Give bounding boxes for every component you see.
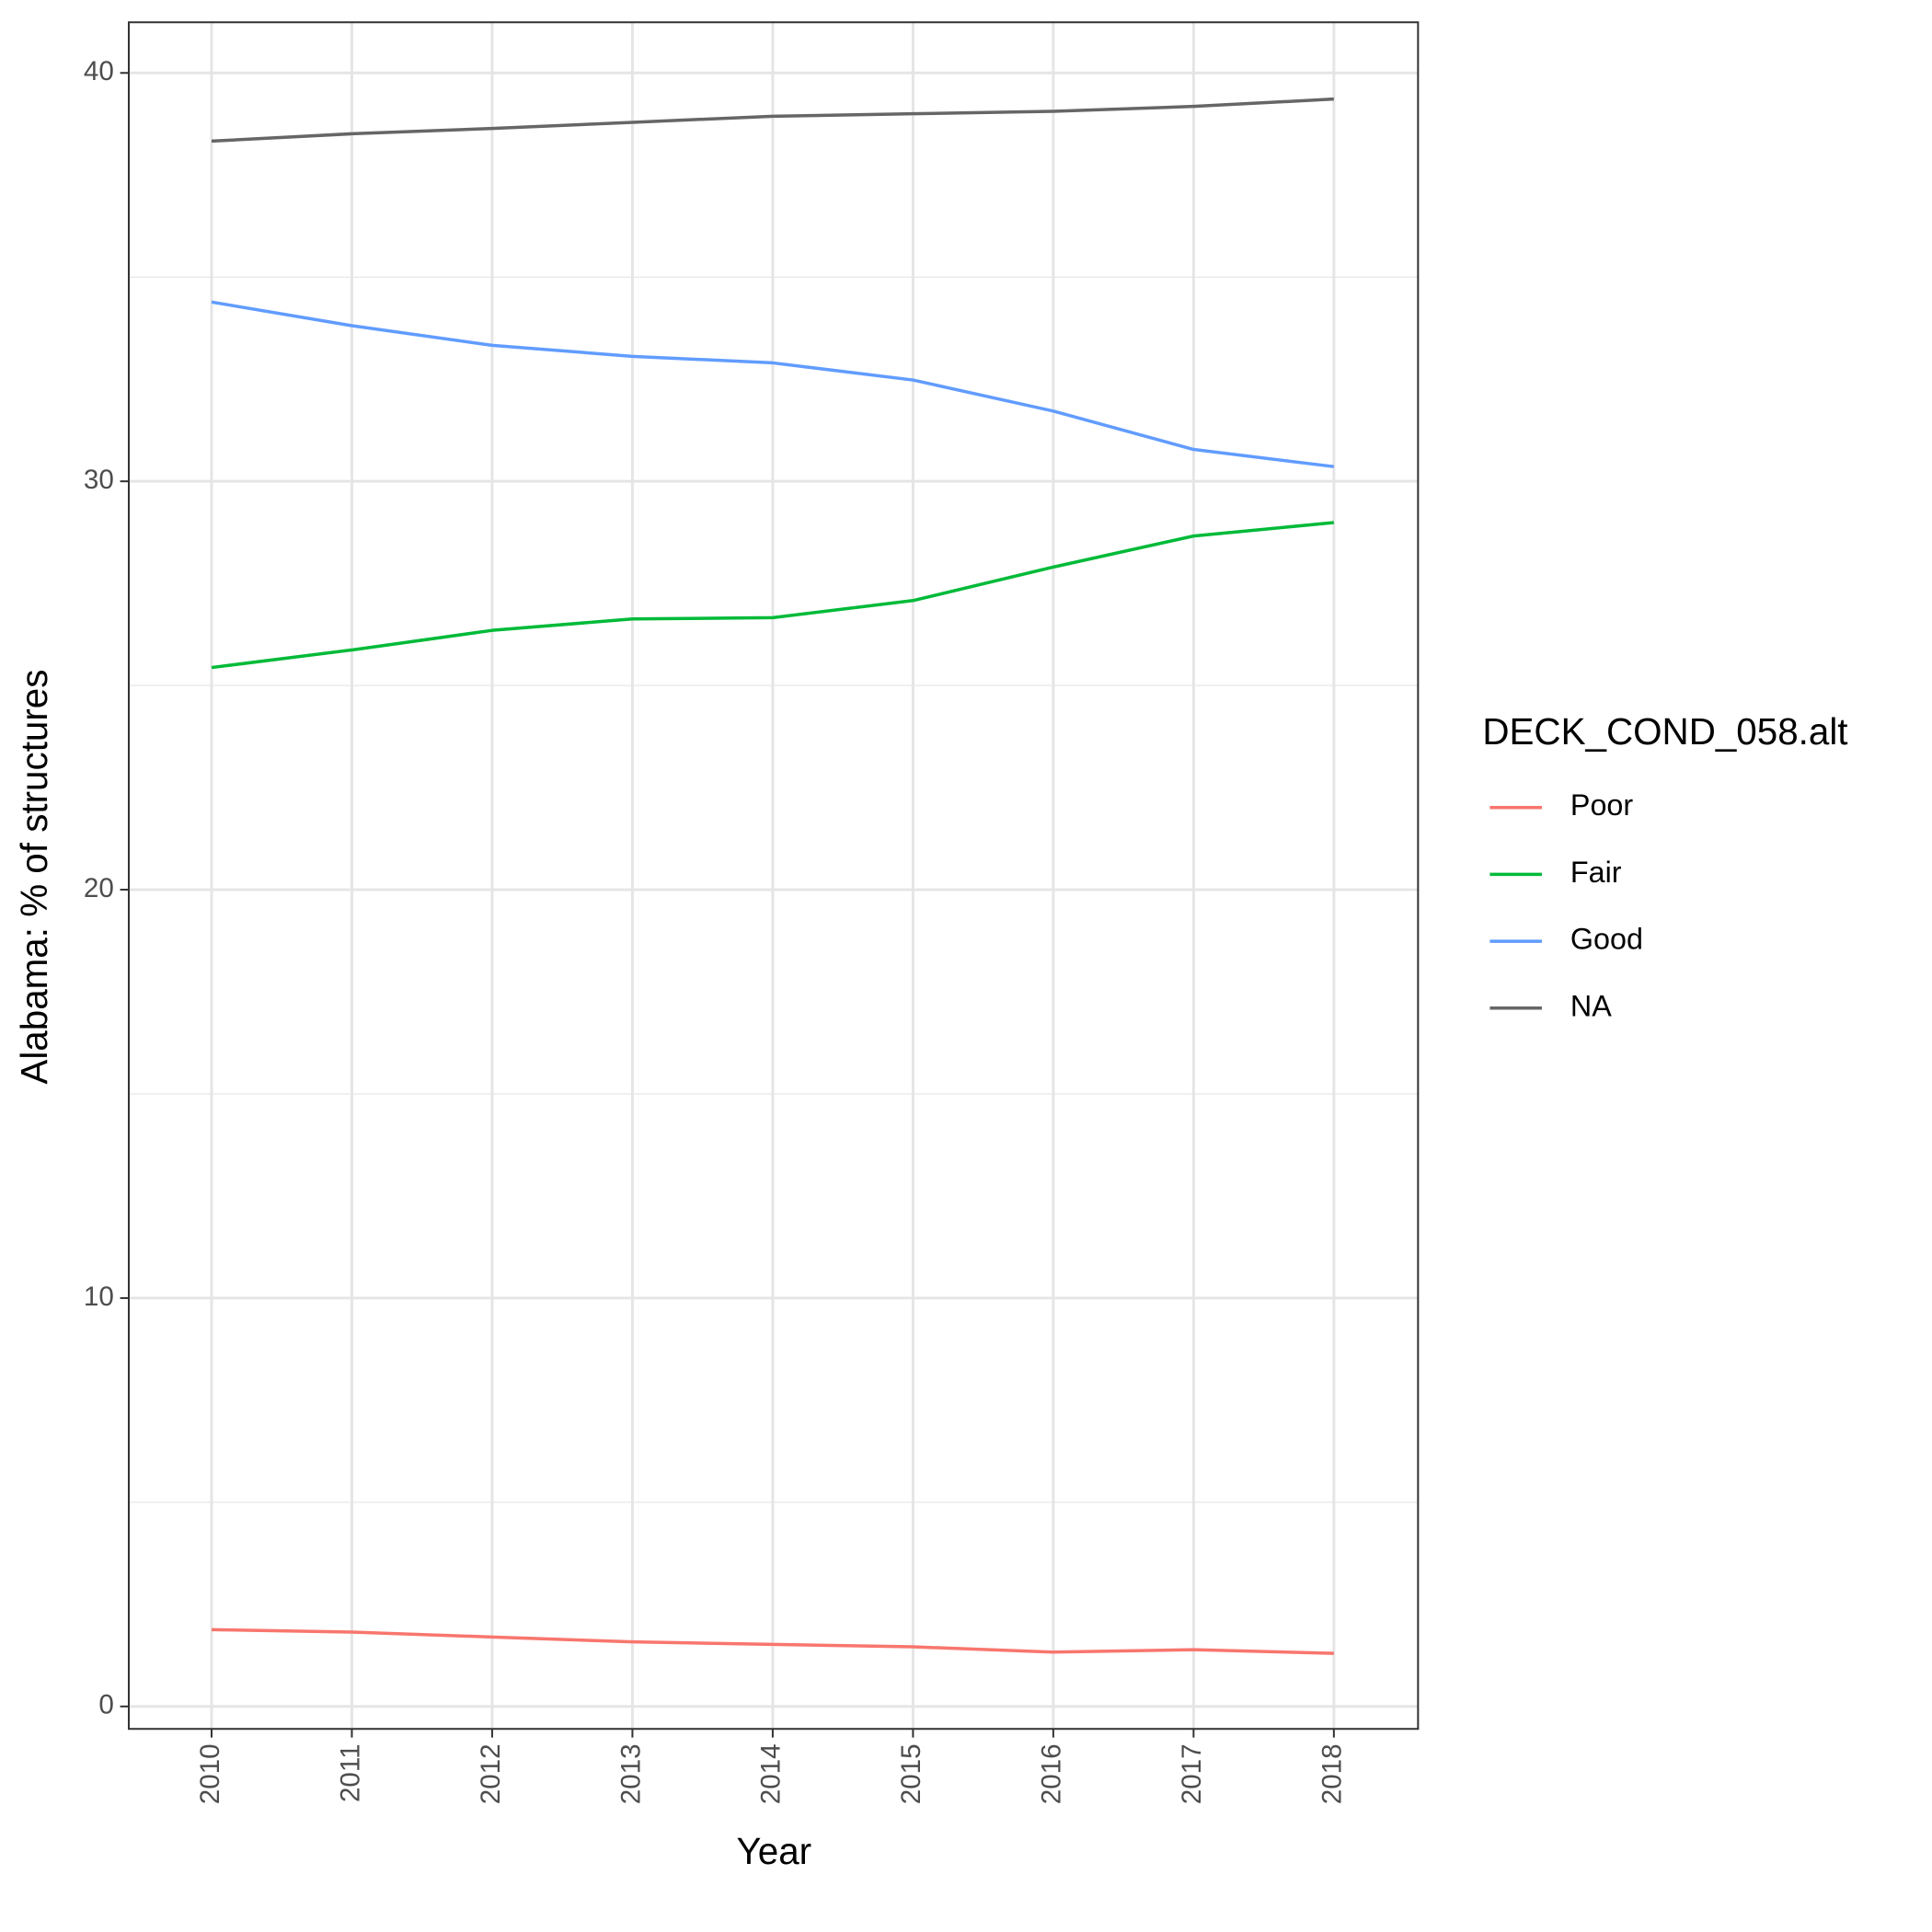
- x-tick-label: 2017: [1177, 1743, 1207, 1804]
- legend-label: NA: [1570, 989, 1612, 1022]
- series-line: [211, 97, 1334, 144]
- y-tick-label: 0: [98, 1690, 113, 1720]
- series-line: [211, 300, 1335, 468]
- legend-label: Fair: [1570, 856, 1622, 889]
- panel-border: [127, 21, 1420, 1731]
- legend-label: Poor: [1570, 788, 1633, 822]
- x-tick-label: 2012: [476, 1743, 506, 1804]
- series-line: [211, 521, 1335, 670]
- y-tick-label: 20: [84, 873, 114, 903]
- y-axis-title: Alabama: % of structures: [13, 670, 55, 1085]
- legend-title: DECK_COND_058.alt: [1482, 710, 1847, 753]
- plot-area: 0 10 20 30 40 2010 2011 2012 2013 2014 2015 2016 201…: [84, 21, 1420, 1804]
- x-axis-title: Year: [737, 1830, 812, 1872]
- x-tick-label: 2018: [1317, 1743, 1348, 1804]
- y-tick-label: 40: [84, 56, 114, 86]
- y-tick-label: 10: [84, 1282, 114, 1312]
- x-tick-label: 2011: [335, 1743, 365, 1802]
- x-tick-label: 2014: [756, 1743, 787, 1804]
- y-tick-label: 30: [84, 465, 114, 495]
- x-tick-label: 2016: [1037, 1743, 1067, 1804]
- x-tick-label: 2010: [195, 1743, 225, 1804]
- x-tick-label: 2013: [615, 1743, 646, 1804]
- series-line: [211, 1627, 1334, 1655]
- legend-label: Good: [1570, 923, 1643, 956]
- x-tick-label: 2015: [896, 1743, 926, 1804]
